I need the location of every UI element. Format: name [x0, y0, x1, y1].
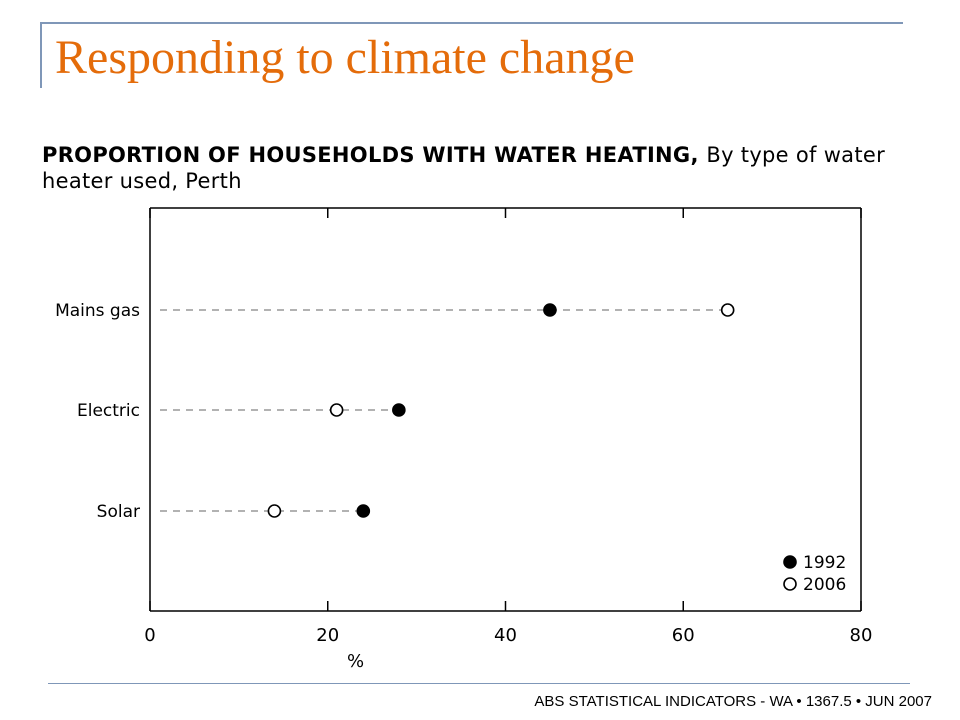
category-label: Electric: [77, 401, 140, 421]
x-tick-label: 20: [316, 625, 339, 646]
data-point-2006: [329, 403, 344, 417]
chart-subtitle: By type of water heater used, Perth: [42, 143, 886, 193]
title-frame-left-rule: [40, 22, 42, 88]
category-label: Mains gas: [55, 301, 140, 321]
chart-title: PROPORTION OF HOUSEHOLDS WITH WATER HEAT…: [42, 143, 699, 167]
data-point-1992: [356, 504, 371, 518]
x-axis-label: %: [347, 651, 364, 672]
x-tick-label: 40: [494, 625, 517, 646]
data-point-2006: [720, 303, 735, 317]
footer-rule: [48, 683, 910, 684]
data-point-1992: [543, 303, 557, 317]
chart-title-block: PROPORTION OF HOUSEHOLDS WITH WATER HEAT…: [42, 142, 942, 194]
x-tick-label: 80: [850, 625, 873, 646]
data-point-1992: [392, 403, 406, 417]
title-frame-top-rule: [40, 22, 903, 24]
legend-label: 2006: [803, 575, 846, 595]
x-tick-label: 0: [144, 625, 155, 646]
legend-label: 1992: [803, 553, 846, 573]
data-point-2006: [267, 504, 282, 518]
x-tick-label: 60: [672, 625, 695, 646]
legend-marker-2006: [783, 577, 797, 591]
footer-text: ABS STATISTICAL INDICATORS - WA • 1367.5…: [534, 693, 932, 710]
category-label: Solar: [97, 502, 140, 522]
slide-title: Responding to climate change: [55, 31, 635, 84]
legend-marker-1992: [783, 555, 797, 569]
